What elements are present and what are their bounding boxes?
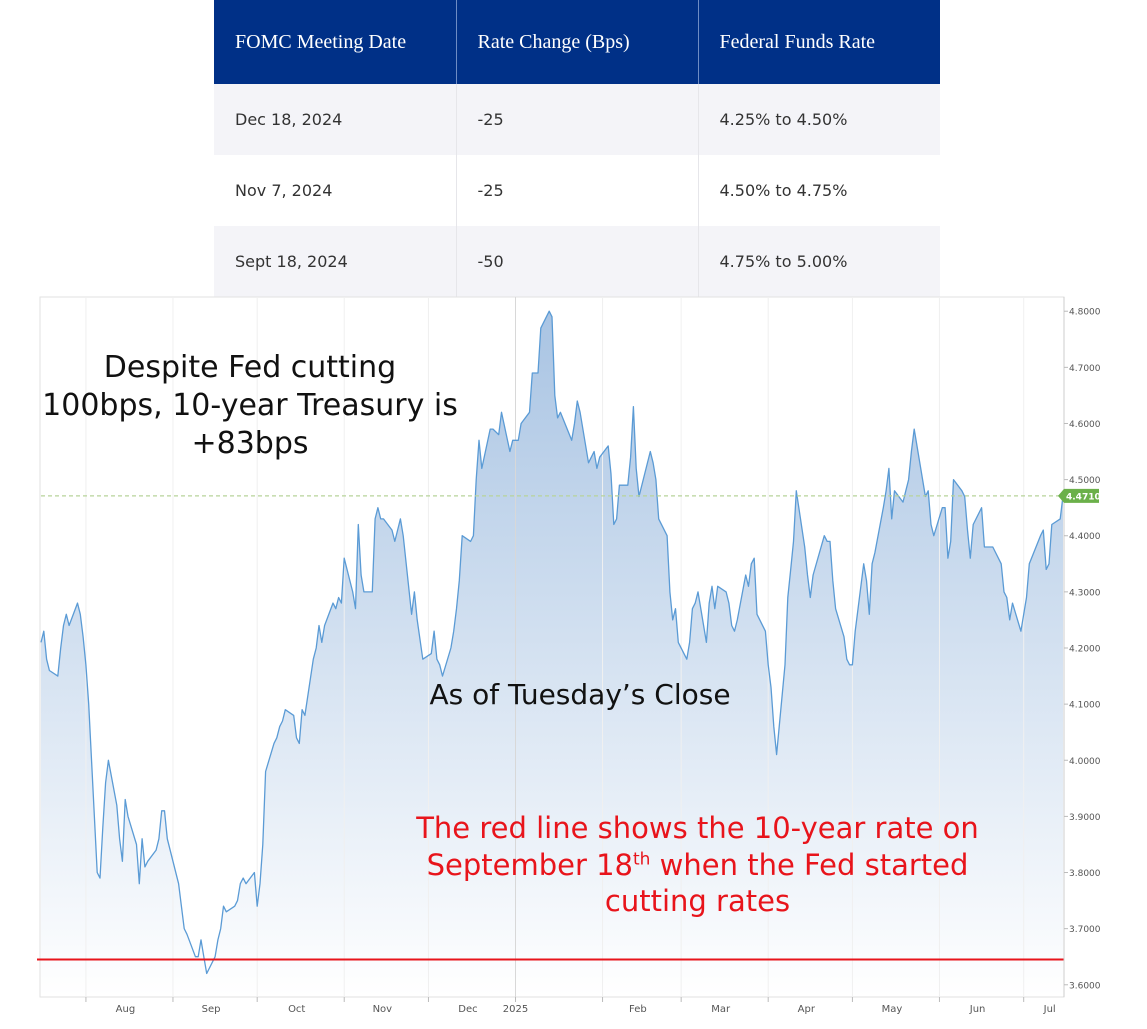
y-tick-label: 4.7000 bbox=[1069, 364, 1101, 374]
y-tick-label: 3.7000 bbox=[1069, 925, 1101, 935]
column-header-rate-change: Rate Change (Bps) bbox=[456, 0, 699, 84]
x-tick-label: Jun bbox=[969, 1004, 986, 1015]
cell-fed-funds-rate: 4.75% to 5.00% bbox=[698, 226, 940, 297]
red-line-annotation-text-a: The red line shows the 10-year rate on S… bbox=[416, 811, 979, 882]
cell-meeting-date: Sept 18, 2024 bbox=[214, 226, 457, 297]
fomc-rate-table: FOMC Meeting Date Rate Change (Bps) Fede… bbox=[214, 0, 940, 297]
red-line-annotation-superscript: th bbox=[633, 848, 651, 869]
y-tick-label: 4.5000 bbox=[1069, 476, 1101, 486]
x-tick-label: Mar bbox=[711, 1004, 731, 1015]
x-tick-label: Feb bbox=[629, 1004, 647, 1015]
y-tick-label: 4.1000 bbox=[1069, 701, 1101, 711]
red-line-annotation-text-b: when the Fed started cutting rates bbox=[604, 847, 969, 919]
x-tick-label: Jul bbox=[1043, 1004, 1056, 1015]
x-tick-label: Aug bbox=[116, 1004, 136, 1015]
x-tick-label: May bbox=[882, 1004, 903, 1015]
cell-rate-change: -25 bbox=[456, 155, 699, 226]
as-of-close-annotation: As of Tuesday’s Close bbox=[429, 678, 731, 711]
y-tick-label: 4.6000 bbox=[1069, 420, 1101, 430]
x-tick-label: Oct bbox=[288, 1004, 305, 1015]
last-value-badge bbox=[1058, 488, 1099, 503]
column-header-meeting-date: FOMC Meeting Date bbox=[214, 0, 457, 84]
cell-fed-funds-rate: 4.25% to 4.50% bbox=[698, 84, 940, 155]
table-row: Sept 18, 2024 -50 4.75% to 5.00% bbox=[214, 226, 940, 297]
red-line-annotation: The red line shows the 10-year rate on S… bbox=[385, 810, 1010, 920]
cell-meeting-date: Nov 7, 2024 bbox=[214, 155, 457, 226]
cell-meeting-date: Dec 18, 2024 bbox=[214, 84, 457, 155]
last-value-label: 4.4710 bbox=[1066, 492, 1101, 502]
table-row: Dec 18, 2024 -25 4.25% to 4.50% bbox=[214, 84, 940, 155]
column-header-fed-funds-rate: Federal Funds Rate bbox=[698, 0, 940, 84]
x-tick-label: 2025 bbox=[503, 1004, 528, 1015]
y-tick-label: 4.8000 bbox=[1069, 308, 1101, 318]
yield-series-line bbox=[40, 310, 1064, 975]
y-tick-label: 4.3000 bbox=[1069, 588, 1101, 598]
x-tick-label: Nov bbox=[373, 1004, 393, 1015]
yield-area bbox=[41, 311, 1063, 996]
cell-rate-change: -50 bbox=[456, 226, 699, 297]
cell-rate-change: -25 bbox=[456, 84, 699, 155]
x-tick-label: Apr bbox=[798, 1004, 816, 1015]
table-header-row: FOMC Meeting Date Rate Change (Bps) Fede… bbox=[214, 0, 940, 84]
y-tick-label: 4.0000 bbox=[1069, 757, 1101, 767]
y-tick-label: 3.9000 bbox=[1069, 813, 1101, 823]
cell-fed-funds-rate: 4.50% to 4.75% bbox=[698, 155, 940, 226]
y-tick-label: 3.8000 bbox=[1069, 869, 1101, 879]
y-tick-label: 4.2000 bbox=[1069, 645, 1101, 655]
table-row: Nov 7, 2024 -25 4.50% to 4.75% bbox=[214, 155, 940, 226]
y-tick-label: 3.6000 bbox=[1069, 981, 1101, 991]
x-tick-label: Sep bbox=[202, 1004, 221, 1015]
x-tick-label: Dec bbox=[458, 1004, 477, 1015]
fed-cut-annotation: Despite Fed cutting 100bps, 10-year Trea… bbox=[42, 350, 458, 461]
y-tick-label: 4.4000 bbox=[1069, 532, 1101, 542]
